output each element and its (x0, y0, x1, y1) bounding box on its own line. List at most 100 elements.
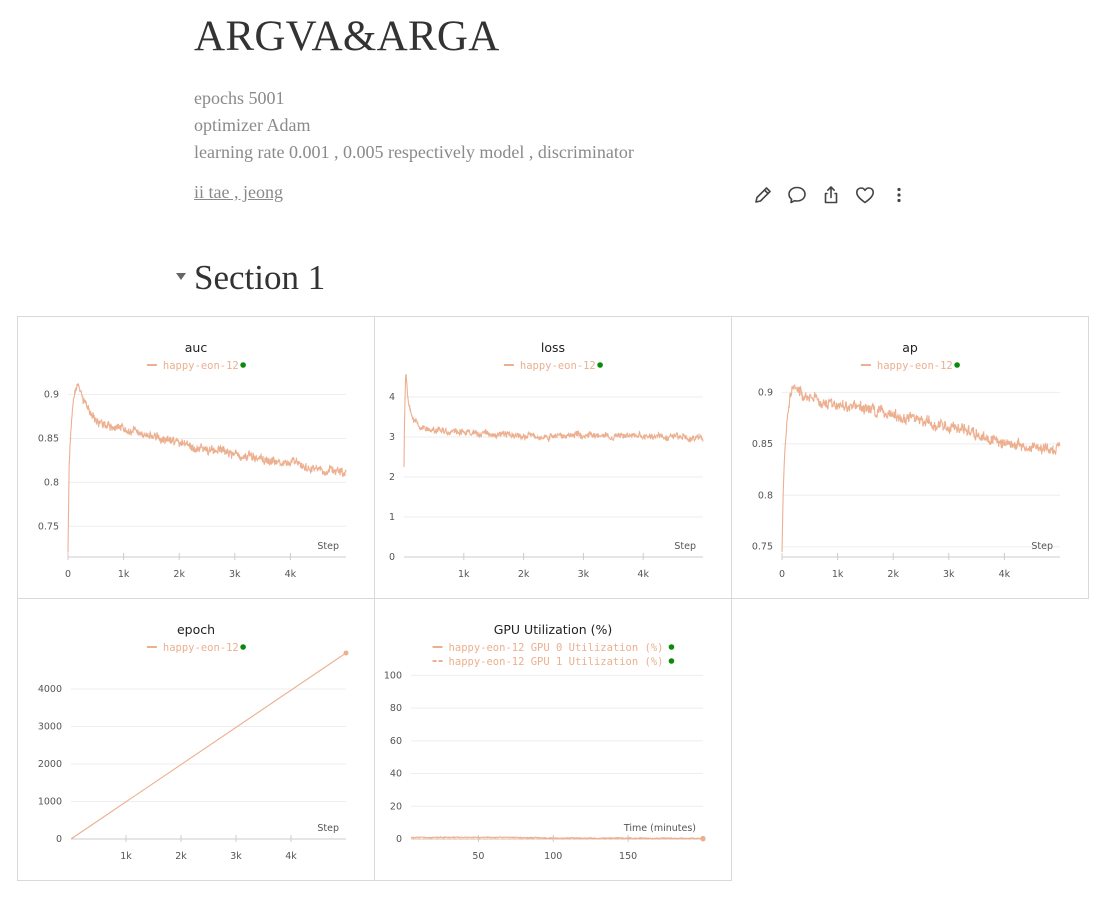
x-tick-label: 3k (229, 569, 241, 580)
chart-panel-ap[interactable]: ap happy-eon-12 0.75 0.8 0.85 0.9 0 1k 2k 3k 4k Ste… (731, 316, 1089, 599)
share-icon (824, 186, 838, 204)
description-line: learning rate 0.001 , 0.005 respectively… (194, 142, 634, 162)
x-tick-label: 4k (637, 569, 649, 580)
section-header: Section 1 (176, 258, 325, 298)
x-tick-label: 0 (65, 569, 71, 580)
y-tick-label: 0.8 (44, 477, 59, 488)
x-tick-label: 150 (619, 851, 637, 862)
x-tick-label: 2k (887, 569, 899, 580)
more-vertical-icon (897, 187, 901, 203)
x-axis-label: Step (1031, 541, 1053, 552)
report-actions (750, 180, 912, 210)
series-line[interactable] (67, 382, 347, 553)
x-tick-label: 0 (779, 569, 785, 580)
legend-label: happy-eon-12 (877, 360, 953, 372)
author-link[interactable]: ii tae , jeong (194, 182, 283, 202)
series-line[interactable] (781, 384, 1061, 552)
y-tick-label: 2 (389, 472, 395, 483)
section-title: Section 1 (194, 258, 326, 297)
x-axis-label: Time (minutes) (623, 823, 696, 834)
run-status-dot (954, 362, 960, 368)
series-line[interactable] (403, 374, 704, 468)
y-tick-label: 80 (390, 703, 402, 714)
legend-label: happy-eon-12 (163, 642, 239, 654)
like-button[interactable] (852, 181, 878, 209)
y-tick-label: 0.8 (758, 490, 773, 501)
legend-label: happy-eon-12 (163, 360, 239, 372)
chart-panel-auc[interactable]: auc happy-eon-12 0.75 0.8 0.85 0.9 0 1k 2k 3k 4k St… (17, 316, 375, 599)
y-tick-label: 4000 (38, 684, 62, 695)
y-tick-label: 0 (389, 552, 395, 563)
chart-loss: loss happy-eon-12 0 1 2 3 4 1k 2k 3k 4k Step (389, 340, 704, 580)
chart-title: ap (902, 340, 918, 355)
chart-panel-loss[interactable]: loss happy-eon-12 0 1 2 3 4 1k 2k 3k 4k Step (374, 316, 732, 599)
x-tick-label: 1k (832, 569, 844, 580)
collapse-caret-icon[interactable] (176, 272, 186, 280)
legend-entry[interactable]: happy-eon-12 GPU 0 Utilization (%) (432, 642, 675, 654)
pencil-icon (755, 187, 771, 203)
chart-auc: auc happy-eon-12 0.75 0.8 0.85 0.9 0 1k 2k 3k 4k St… (38, 340, 347, 580)
chart-panel-epoch[interactable]: epoch happy-eon-12 0 1000 2000 3000 4000 1k 2k 3k… (17, 598, 375, 881)
x-axis-label: Step (674, 541, 696, 552)
y-tick-label: 0.85 (752, 439, 773, 450)
description-line: epochs 5001 (194, 88, 285, 108)
legend-entry[interactable]: happy-eon-12 (146, 642, 246, 654)
report-title: ARGVA&ARGA (194, 13, 500, 60)
edit-button[interactable] (750, 181, 776, 209)
y-tick-label: 100 (384, 670, 402, 681)
y-tick-label: 1000 (38, 797, 62, 808)
chart-title: auc (185, 340, 208, 355)
y-tick-label: 0.75 (752, 542, 773, 553)
comment-button[interactable] (784, 181, 810, 209)
x-tick-label: 4k (999, 569, 1011, 580)
x-tick-label: 4k (285, 851, 297, 862)
y-tick-label: 20 (390, 801, 402, 812)
series-line[interactable] (411, 835, 704, 840)
x-tick-label: 2k (518, 569, 530, 580)
legend-entry[interactable]: happy-eon-12 GPU 1 Utilization (%) (432, 656, 675, 668)
y-tick-label: 0.85 (38, 433, 59, 444)
more-button[interactable] (886, 181, 912, 209)
y-tick-label: 3 (389, 432, 395, 443)
y-tick-label: 40 (390, 769, 402, 780)
chart-panel-gpu-utilization[interactable]: GPU Utilization (%) happy-eon-12 GPU 0 Ut… (374, 598, 732, 881)
y-tick-label: 0.9 (44, 390, 59, 401)
x-tick-label: 50 (472, 851, 484, 862)
y-tick-label: 0 (56, 834, 62, 845)
y-tick-label: 0.9 (758, 387, 773, 398)
x-axis-label: Step (317, 541, 339, 552)
run-status-dot (240, 644, 246, 650)
y-tick-label: 1 (389, 512, 395, 523)
description-line: optimizer Adam (194, 115, 311, 135)
chart-epoch: epoch happy-eon-12 0 1000 2000 3000 4000 1k 2k 3k… (38, 622, 349, 862)
chart-title: loss (541, 340, 565, 355)
x-tick-label: 3k (578, 569, 590, 580)
chart-gpu-utilization: GPU Utilization (%) happy-eon-12 GPU 0 Ut… (384, 622, 706, 862)
chart-title: epoch (177, 622, 215, 637)
run-status-dot (668, 658, 675, 664)
run-status-dot (240, 362, 246, 368)
report-description: epochs 5001 optimizer Adam learning rate… (194, 85, 634, 166)
y-tick-label: 0 (396, 834, 402, 845)
x-tick-label: 2k (175, 851, 187, 862)
x-tick-label: 2k (173, 569, 185, 580)
y-tick-label: 60 (390, 736, 402, 747)
x-tick-label: 100 (544, 851, 562, 862)
y-tick-label: 0.75 (38, 521, 59, 532)
y-tick-label: 2000 (38, 759, 62, 770)
legend-entry[interactable]: happy-eon-12 (503, 360, 603, 372)
y-tick-label: 4 (389, 392, 395, 403)
chart-ap: ap happy-eon-12 0.75 0.8 0.85 0.9 0 1k 2k 3k 4k Ste… (752, 340, 1061, 580)
heart-icon (856, 187, 874, 204)
legend-label: happy-eon-12 GPU 0 Utilization (%) (449, 642, 664, 654)
chart-title: GPU Utilization (%) (494, 622, 613, 637)
share-button[interactable] (818, 181, 844, 209)
x-tick-label: 1k (118, 569, 130, 580)
series-line[interactable] (70, 652, 347, 840)
x-axis-label: Step (317, 823, 339, 834)
series-end-point (700, 836, 706, 842)
legend-entry[interactable]: happy-eon-12 (860, 360, 960, 372)
legend-entry[interactable]: happy-eon-12 (146, 360, 246, 372)
x-tick-label: 3k (230, 851, 242, 862)
x-tick-label: 1k (120, 851, 132, 862)
